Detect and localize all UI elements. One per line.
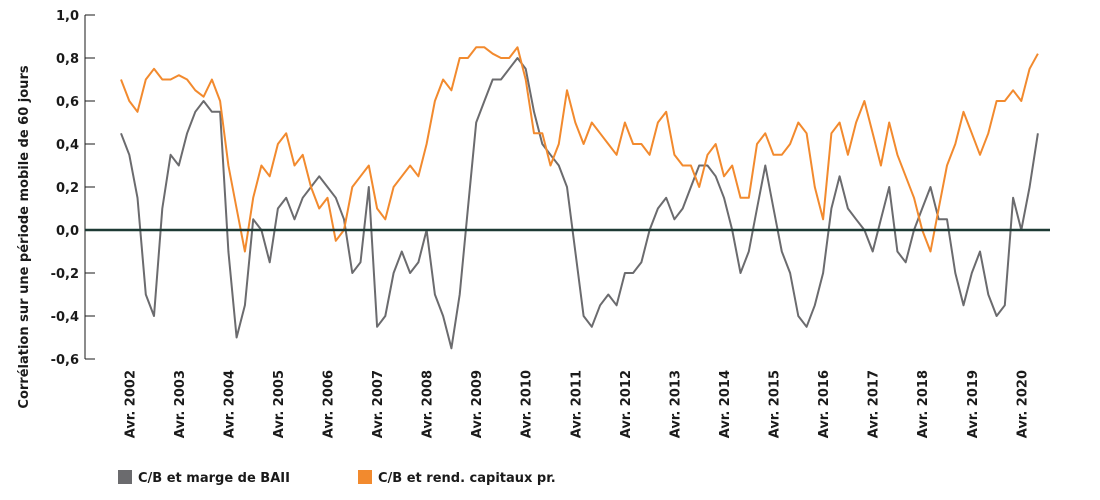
x-tick-label: Avr. 2005 [272,370,287,438]
x-tick-label: Avr. 2019 [966,370,981,438]
x-tick-label: Avr. 2010 [520,370,535,438]
y-tick-label: -0,6 [51,353,79,368]
x-tick-label: Avr. 2014 [718,370,733,438]
x-tick-label: Avr. 2002 [123,370,138,438]
x-tick-label: Avr. 2008 [421,370,436,438]
x-tick-label: Avr. 2018 [916,370,931,438]
x-tick-label: Avr. 2017 [867,370,882,438]
line-series [120,46,1039,253]
legend-label: C/B et marge de BAII [138,471,290,486]
legend-swatch [358,470,372,484]
line-series [120,57,1039,350]
y-tick-label: 0,8 [56,52,79,67]
x-tick-label: Avr. 2009 [470,370,485,438]
x-tick-label: Avr. 2013 [668,370,683,438]
y-tick-label: 1,0 [56,9,79,24]
x-tick-label: Avr. 2015 [768,370,783,438]
x-tick-label: Avr. 2003 [173,370,188,438]
x-tick-label: Avr. 2016 [817,370,832,438]
x-tick-label: Avr. 2020 [1015,370,1030,438]
legend-swatch [118,470,132,484]
legend-label: C/B et rend. capitaux pr. [378,471,556,486]
y-tick-label: -0,4 [51,310,79,325]
y-tick-label: 0,6 [56,95,79,110]
y-tick-label: -0,2 [51,267,79,282]
y-tick-label: 0,4 [56,138,79,153]
x-tick-label: Avr. 2012 [619,370,634,438]
x-tick-label: Avr. 2011 [569,370,584,438]
y-tick-label: 0,0 [56,224,79,239]
y-axis-label: Corrélation sur une période mobile de 60… [17,65,32,408]
x-tick-label: Avr. 2004 [222,370,237,438]
y-tick-label: 0,2 [56,181,79,196]
x-tick-label: Avr. 2007 [371,370,386,438]
x-tick-label: Avr. 2006 [322,370,337,438]
